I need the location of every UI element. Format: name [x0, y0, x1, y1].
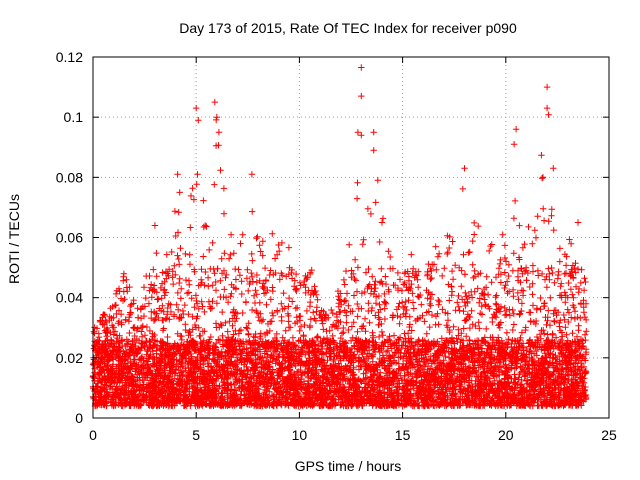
x-tick-label: 10: [292, 427, 308, 443]
axis-ticks: [92, 56, 610, 419]
x-tick-label: 0: [89, 427, 97, 443]
y-tick-label: 0.08: [56, 169, 83, 185]
y-tick-label: 0.02: [56, 350, 83, 366]
x-tick-labels: 0 5 10 15 20 25: [89, 427, 617, 443]
y-tick-label: 0: [75, 410, 83, 426]
y-tick-label: 0.06: [56, 230, 83, 246]
scatter-points: [89, 64, 590, 410]
x-tick-label: 25: [601, 427, 617, 443]
x-tick-label: 20: [498, 427, 514, 443]
x-axis-label: GPS time / hours: [295, 458, 402, 474]
data-points: [89, 64, 590, 410]
chart-title: Day 173 of 2015, Rate Of TEC Index for r…: [179, 20, 517, 36]
x-tick-label: 15: [395, 427, 411, 443]
y-tick-labels: 0 0.02 0.04 0.06 0.08 0.1 0.12: [56, 49, 83, 426]
y-axis-label: ROTI / TECUs: [6, 194, 22, 284]
y-tick-label: 0.12: [56, 49, 83, 65]
y-tick-label: 0.04: [56, 290, 83, 306]
x-tick-label: 5: [192, 427, 200, 443]
y-tick-label: 0.1: [64, 109, 84, 125]
